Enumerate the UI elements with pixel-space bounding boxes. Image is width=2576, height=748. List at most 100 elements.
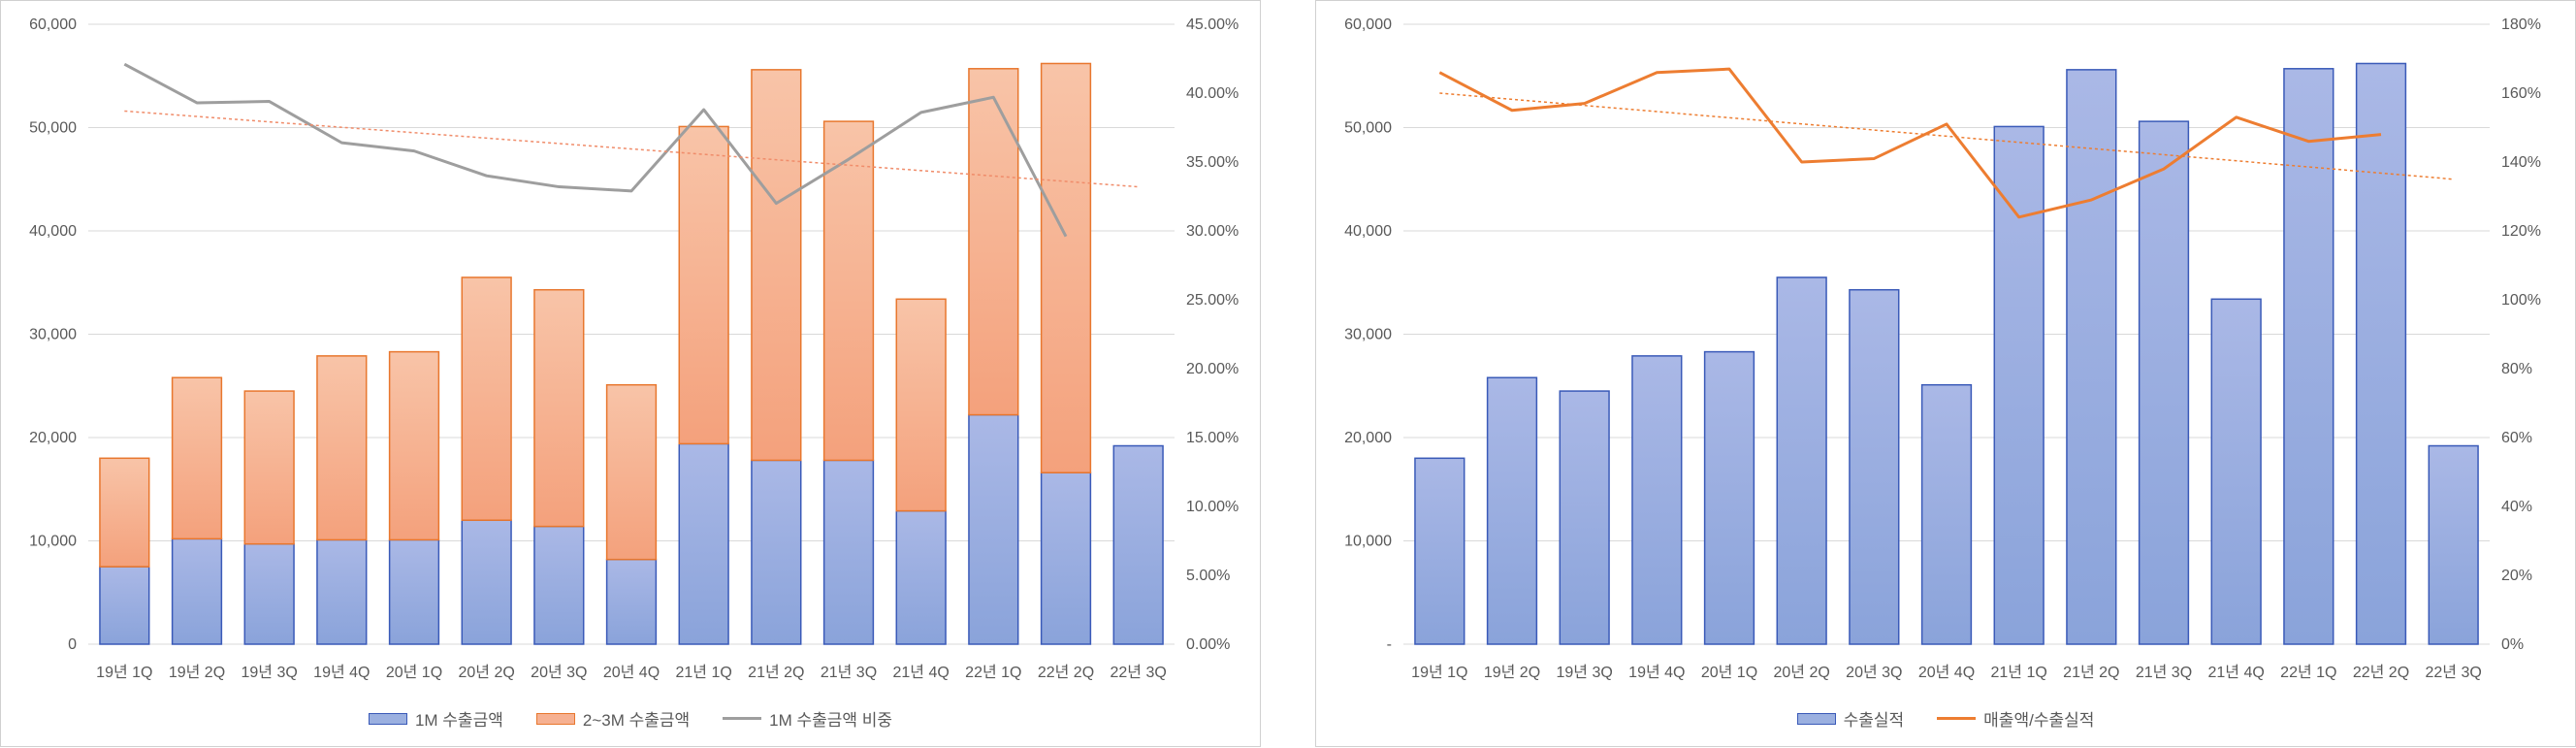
- x-tick-label: 21년 1Q: [1991, 664, 2047, 681]
- bar-blue: [678, 442, 729, 645]
- bar-blue: [171, 537, 223, 645]
- legend-item-1m: 1M 수출금액: [368, 706, 503, 731]
- y-tick-label: 30,000: [29, 327, 77, 343]
- bar-orange: [678, 125, 729, 445]
- x-tick-label: 19년 1Q: [96, 664, 152, 681]
- bar-orange: [605, 383, 658, 561]
- bar-blue: [1920, 383, 1973, 645]
- y2-tick-label: 80%: [2501, 361, 2532, 377]
- y-tick-label: 10,000: [29, 534, 77, 550]
- bar-orange: [533, 288, 585, 528]
- x-tick-label: 19년 2Q: [1484, 664, 1540, 681]
- bar-blue: [605, 558, 658, 645]
- bar-blue: [1559, 390, 1610, 645]
- bar-orange: [822, 120, 875, 462]
- x-tick-label: 20년 1Q: [386, 664, 442, 681]
- bar-blue: [461, 519, 512, 645]
- bar-blue: [1486, 376, 1538, 645]
- trendline: [124, 110, 1139, 188]
- x-tick-label: 20년 2Q: [1774, 664, 1830, 681]
- series-line: [1438, 67, 2382, 219]
- bar-blue: [895, 509, 947, 645]
- bar-blue: [533, 525, 585, 645]
- legend-label-export: 수출실적: [1843, 711, 1905, 730]
- bar-blue: [2210, 298, 2262, 645]
- bar-blue: [2066, 69, 2117, 645]
- legend-swatch-grey-line: [723, 717, 762, 720]
- series-line: [123, 62, 1068, 238]
- y-tick-label: 10,000: [1344, 534, 1392, 550]
- y-tick-label: 20,000: [29, 430, 77, 446]
- y2-tick-label: 140%: [2501, 154, 2541, 171]
- y-tick-label: 40,000: [29, 223, 77, 240]
- x-tick-label: 19년 3Q: [1557, 664, 1613, 681]
- bar-blue: [316, 538, 368, 645]
- y2-tick-label: 180%: [2501, 16, 2541, 33]
- y2-tick-label: 10.00%: [1186, 499, 1239, 515]
- x-tick-label: 20년 2Q: [459, 664, 515, 681]
- bar-orange: [1040, 62, 1092, 473]
- bar-orange: [171, 376, 223, 540]
- legend-swatch-orange: [535, 712, 575, 725]
- legend-swatch-blue: [368, 712, 407, 725]
- trendline: [1439, 92, 2454, 180]
- legend-label-2-3m: 2~3M 수출금액: [582, 711, 691, 730]
- legend-item-export: 수출실적: [1796, 706, 1905, 731]
- y2-tick-label: 0.00%: [1186, 636, 1230, 653]
- y2-tick-label: 100%: [2501, 292, 2541, 309]
- y2-tick-label: 25.00%: [1186, 292, 1239, 309]
- y2-tick-label: 15.00%: [1186, 430, 1239, 446]
- legend-item-share: 1M 수출금액 비중: [723, 706, 892, 731]
- bar-blue: [1776, 276, 1827, 645]
- bar-blue: [1993, 125, 2045, 645]
- y2-tick-label: 120%: [2501, 223, 2541, 240]
- x-tick-label: 21년 2Q: [2063, 664, 2119, 681]
- bar-orange: [388, 350, 440, 541]
- bar-blue: [751, 459, 802, 645]
- x-tick-label: 19년 4Q: [313, 664, 370, 681]
- y2-tick-label: 20%: [2501, 568, 2532, 584]
- y2-tick-label: 60%: [2501, 430, 2532, 446]
- x-tick-label: 22년 2Q: [2353, 664, 2409, 681]
- y2-tick-label: 20.00%: [1186, 361, 1239, 377]
- x-tick-label: 22년 3Q: [1111, 664, 1167, 681]
- bar-orange: [99, 457, 150, 568]
- y-tick-label: 50,000: [1344, 120, 1392, 137]
- x-tick-label: 21년 4Q: [2208, 664, 2265, 681]
- x-tick-label: 22년 1Q: [2280, 664, 2336, 681]
- legend-swatch-orange-line: [1937, 717, 1977, 720]
- x-tick-label: 22년 1Q: [965, 664, 1021, 681]
- y-tick-label: 20,000: [1344, 430, 1392, 446]
- bar-orange: [895, 298, 947, 512]
- x-tick-label: 20년 1Q: [1701, 664, 1757, 681]
- bar-orange: [751, 69, 802, 462]
- x-tick-label: 21년 3Q: [821, 664, 877, 681]
- legend-item-2-3m: 2~3M 수출금액: [535, 706, 691, 731]
- y2-tick-label: 30.00%: [1186, 223, 1239, 240]
- legend-label-ratio: 매출액/수출실적: [1983, 711, 2095, 730]
- bar-blue: [1112, 444, 1164, 645]
- y2-tick-label: 35.00%: [1186, 154, 1239, 171]
- x-tick-label: 22년 3Q: [2426, 664, 2482, 681]
- bar-orange: [316, 355, 368, 541]
- legend-item-ratio: 매출액/수출실적: [1937, 706, 2094, 731]
- bar-blue: [2428, 444, 2479, 645]
- y-tick-label: 0: [68, 636, 77, 653]
- y2-tick-label: 0%: [2501, 636, 2524, 653]
- x-tick-label: 19년 3Q: [242, 664, 298, 681]
- bar-blue: [1040, 472, 1092, 645]
- x-tick-label: 21년 4Q: [893, 664, 950, 681]
- legend-label-1m: 1M 수출금액: [414, 711, 503, 730]
- legend-swatch-blue: [1796, 712, 1836, 725]
- y-tick-label: 50,000: [29, 120, 77, 137]
- y-tick-label: 60,000: [29, 16, 77, 33]
- y2-tick-label: 40%: [2501, 499, 2532, 515]
- y-tick-label: 60,000: [1344, 16, 1392, 33]
- legend-label-share: 1M 수출금액 비중: [769, 711, 893, 730]
- bar-blue: [1414, 457, 1465, 645]
- x-tick-label: 21년 1Q: [676, 664, 732, 681]
- y2-tick-label: 45.00%: [1186, 16, 1239, 33]
- bar-blue: [243, 542, 295, 645]
- x-tick-label: 20년 3Q: [531, 664, 587, 681]
- x-tick-label: 19년 4Q: [1628, 664, 1685, 681]
